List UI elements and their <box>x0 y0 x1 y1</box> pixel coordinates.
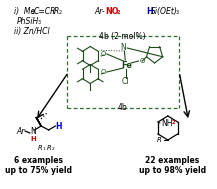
Text: PhSiH: PhSiH <box>16 17 39 26</box>
Text: R: R <box>53 7 59 16</box>
Text: 2: 2 <box>117 9 120 15</box>
Text: Si(OEt): Si(OEt) <box>151 7 178 16</box>
Text: 22 examples: 22 examples <box>145 156 200 165</box>
Text: 1: 1 <box>51 9 54 15</box>
Text: NO: NO <box>105 7 119 16</box>
Text: 2: 2 <box>31 9 34 15</box>
Text: Cl: Cl <box>122 77 129 85</box>
Text: H: H <box>30 136 36 142</box>
Text: O: O <box>100 69 106 75</box>
Text: up to 75% yield: up to 75% yield <box>5 166 72 175</box>
Text: up to 98% yield: up to 98% yield <box>139 166 206 175</box>
Text: ii) Zn/HCl: ii) Zn/HCl <box>14 27 49 36</box>
Text: i)  Me: i) Me <box>14 7 35 16</box>
Text: 4b: 4b <box>118 103 127 112</box>
Text: O: O <box>100 51 106 57</box>
Text: 2: 2 <box>52 147 55 151</box>
Text: NH: NH <box>161 119 172 128</box>
Text: R: R <box>37 145 42 151</box>
Polygon shape <box>36 117 41 126</box>
Text: N: N <box>30 127 36 136</box>
Text: 3: 3 <box>175 9 179 15</box>
Text: Fe: Fe <box>122 60 133 70</box>
Text: H: H <box>146 7 153 16</box>
Text: O: O <box>140 58 145 64</box>
Text: H: H <box>55 122 62 131</box>
Text: R: R <box>156 137 161 143</box>
Text: 1: 1 <box>43 147 45 151</box>
Text: 3: 3 <box>37 19 40 25</box>
Text: N: N <box>120 43 126 51</box>
Text: 2: 2 <box>59 9 62 15</box>
Text: 2: 2 <box>171 121 175 125</box>
Text: C=CR: C=CR <box>34 7 56 16</box>
Text: Ar: Ar <box>16 127 25 136</box>
Text: 4b (2 mol%): 4b (2 mol%) <box>99 32 146 41</box>
Text: Ar-: Ar- <box>94 7 105 16</box>
Text: R: R <box>47 145 51 151</box>
Text: 6 examples: 6 examples <box>14 156 63 165</box>
